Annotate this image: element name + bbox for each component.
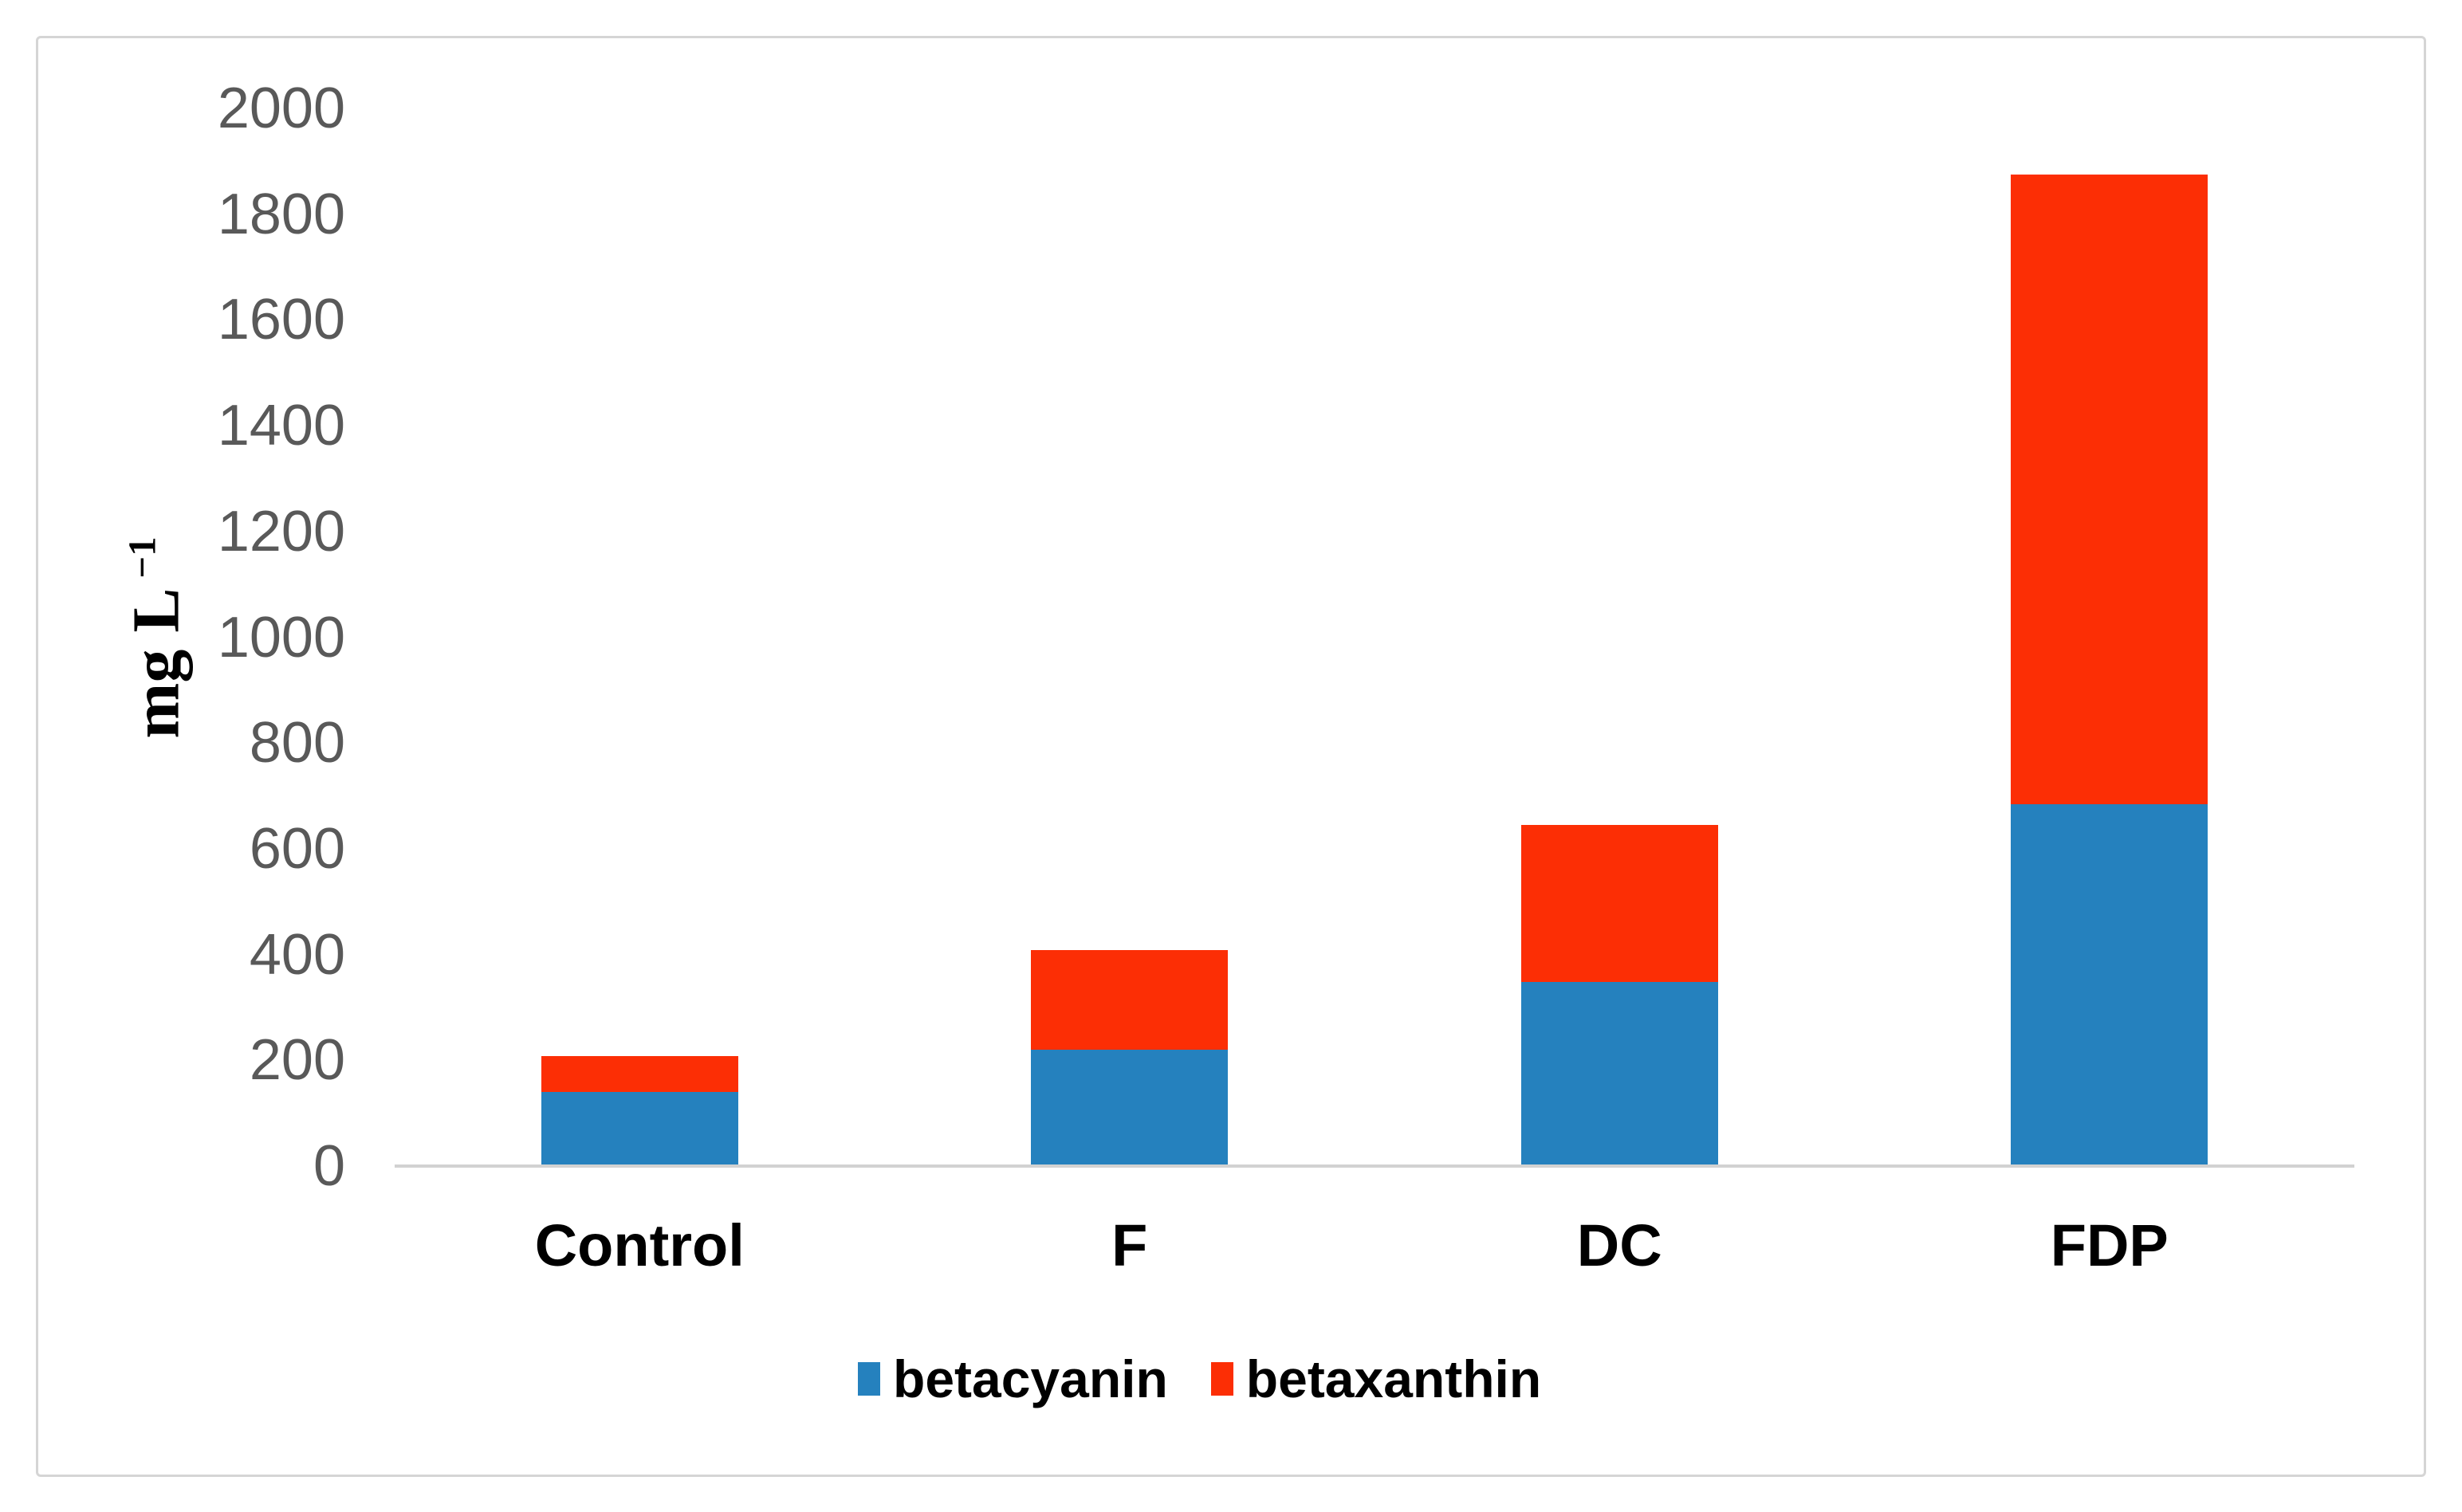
x-category-label-Control: Control (534, 1212, 745, 1278)
bar-segment-Control-betacyanin (541, 1092, 738, 1166)
y-tick-label-400: 400 (249, 922, 345, 987)
x-category-label-DC: DC (1576, 1212, 1662, 1278)
legend-label-betaxanthin: betaxanthin (1245, 1349, 1542, 1408)
y-tick-label-1600: 1600 (217, 288, 345, 352)
y-tick-label-1000: 1000 (217, 605, 345, 670)
bar-segment-DC-betacyanin (1520, 982, 1718, 1166)
y-tick-label-800: 800 (249, 711, 345, 776)
bar-segment-FDP-betaxanthin (2011, 174, 2208, 804)
legend-item-betaxanthin: betaxanthin (1210, 1349, 1542, 1408)
legend-swatch-betaxanthin (1210, 1362, 1233, 1396)
legend-label-betacyanin: betacyanin (893, 1349, 1168, 1408)
x-category-label-FDP: FDP (2050, 1212, 2169, 1278)
bar-segment-F-betaxanthin (1031, 950, 1229, 1051)
y-tick-label-1400: 1400 (217, 394, 345, 458)
y-tick-label-0: 0 (313, 1134, 345, 1198)
y-tick-label-1800: 1800 (217, 182, 345, 246)
x-category-label-F: F (1111, 1212, 1148, 1278)
x-axis-line (395, 1164, 2354, 1168)
legend-swatch-betacyanin (858, 1362, 880, 1396)
bar-segment-F-betacyanin (1031, 1050, 1229, 1166)
y-tick-label-1200: 1200 (217, 499, 345, 564)
y-tick-label-2000: 2000 (217, 77, 345, 140)
bar-segment-Control-betaxanthin (541, 1055, 738, 1093)
y-tick-label-600: 600 (249, 816, 345, 881)
legend-item-betacyanin: betacyanin (858, 1350, 1168, 1408)
bar-segment-FDP-betacyanin (2011, 803, 2208, 1166)
legend: betacyanin betaxanthin (858, 1350, 1541, 1408)
y-tick-label-200: 200 (249, 1028, 345, 1093)
bar-segment-DC-betaxanthin (1520, 825, 1718, 983)
